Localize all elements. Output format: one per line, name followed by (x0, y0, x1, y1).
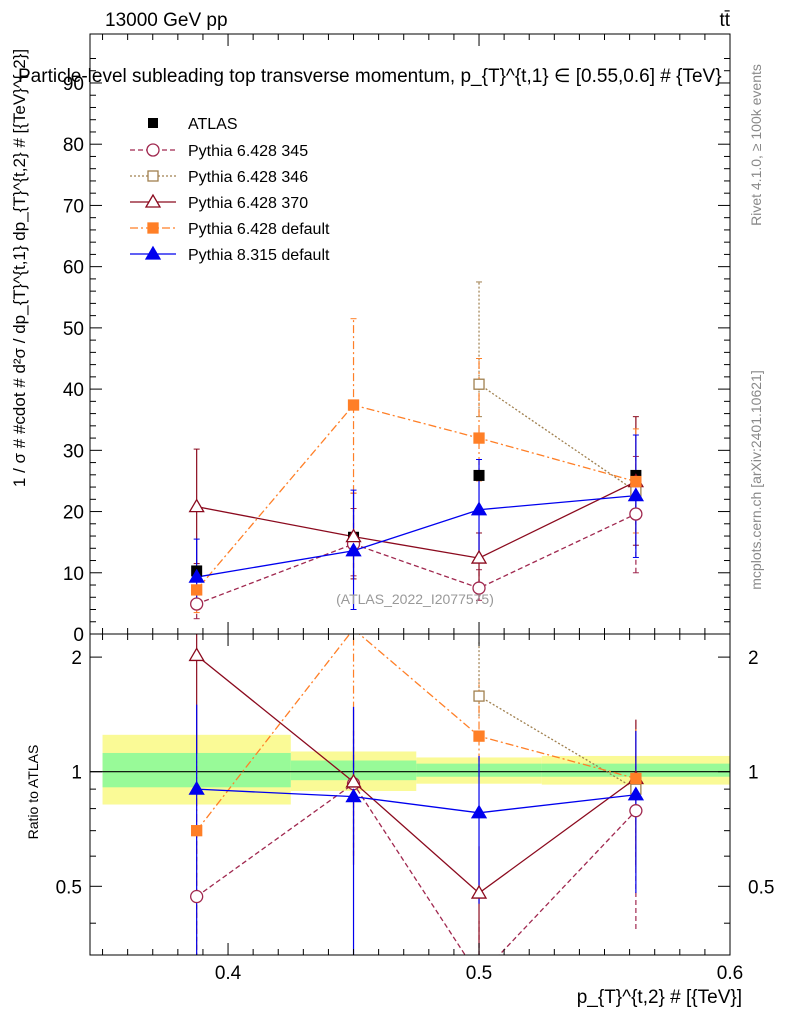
point-p370 (470, 549, 488, 564)
series-atlas (191, 469, 642, 577)
y-tick-label: 70 (63, 196, 84, 217)
x-tick-label: 0.4 (215, 963, 242, 984)
y-tick-label: 90 (63, 74, 84, 95)
series-line-p6def (196, 404, 637, 591)
ratio-point-p370 (345, 773, 362, 788)
process-label: tt̄ (719, 10, 730, 31)
ratio-panel: 0.5 0.5 1 1 2 2 0.4 0.5 0.6 (56, 633, 774, 984)
legend-label-p370: Pythia 6.428 370 (188, 195, 308, 212)
legend-marker-p346 (147, 170, 159, 182)
y-tick-label: 0 (73, 625, 84, 646)
main-panel: 0 10 20 30 40 50 60 70 80 90 (ATLAS_2022_I2077575… (18, 33, 731, 646)
ratio-y-tick-label: 1 (71, 763, 82, 784)
ratio-line-p6def (196, 634, 637, 832)
y-tick-label: 60 (63, 258, 84, 279)
ratio-y-tick-label-right: 1 (748, 763, 759, 784)
series-p8def (193, 434, 639, 611)
point-p6def (630, 475, 642, 488)
y-tick-label: 20 (63, 503, 84, 524)
ratio-series (188, 634, 645, 955)
ratio-point-p8def (345, 788, 362, 803)
ratio-point-p8def (470, 804, 488, 819)
ratio-point-p370 (188, 647, 205, 662)
markers-p346 (473, 378, 642, 497)
y-tick-label: 10 (63, 564, 84, 585)
ratio-point-p8def (627, 786, 645, 801)
ratio-y-tick-label-right: 0.5 (748, 877, 774, 898)
ratio-point-p345 (629, 804, 643, 818)
y-tick-label: 30 (63, 441, 84, 462)
y-tick-label: 40 (63, 380, 84, 401)
point-p6def (473, 432, 485, 444)
point-p346 (473, 378, 485, 390)
series-line-p370 (196, 480, 637, 559)
x-tick-label: 0.5 (466, 963, 492, 984)
legend-marker-p8def (144, 245, 162, 260)
ratio-frame (89, 633, 731, 956)
main-x-ticks (102, 34, 731, 634)
watermark: (ATLAS_2022_I2077575) (336, 591, 494, 607)
legend-marker-atlas (148, 118, 158, 128)
point-p370 (345, 528, 362, 543)
ratio-point-p370 (470, 884, 488, 899)
ratio-y-ticks: 0.5 0.5 1 1 2 2 (56, 648, 774, 924)
legend-label-p6def: Pythia 6.428 default (188, 221, 330, 238)
atlas-point (473, 469, 485, 481)
point-p6def (347, 399, 360, 411)
legend: ATLAS Pythia 6.428 345 Pythia 6.428 346 Pyt… (130, 116, 330, 264)
ratio-x-ticks: 0.4 0.5 0.6 (102, 634, 743, 984)
ratio-y-tick-label: 2 (71, 648, 82, 669)
x-tick-label: 0.6 (717, 963, 743, 984)
point-p345 (629, 507, 643, 521)
series-line-p8def (196, 494, 636, 578)
main-plot-area (188, 281, 645, 620)
ratio-line-p8def (196, 788, 636, 814)
series-line-p346 (478, 383, 637, 492)
ratio-point-p6def (630, 772, 642, 785)
legend-marker-p370 (144, 193, 162, 208)
point-p345 (472, 581, 486, 595)
main-y-ticks: 0 10 20 30 40 50 60 70 80 90 (63, 57, 730, 646)
chart-title: Particle-level subleading top transverse… (18, 66, 722, 87)
point-p8def (188, 568, 205, 583)
series-p6def (193, 318, 639, 614)
legend-marker-p345 (146, 143, 160, 157)
ratio-point-p345 (190, 889, 204, 904)
y-tick-label: 50 (63, 319, 84, 340)
series-p346 (476, 281, 639, 500)
y-tick-label: 80 (63, 135, 84, 156)
ratio-point-p6def (473, 730, 485, 742)
legend-label-p8def: Pythia 8.315 default (188, 247, 330, 264)
rivet-label: Rivet 4.1.0, ≥ 100k events (748, 64, 764, 226)
energy-label: 13000 GeV pp (105, 10, 228, 31)
point-p8def (345, 542, 362, 557)
main-frame (89, 33, 731, 635)
point-p8def (627, 487, 645, 502)
ratio-line-p370 (196, 654, 637, 894)
ratio-point-p8def (188, 780, 205, 795)
ratio-point-p6def (191, 825, 203, 837)
ratio-y-tick-label: 0.5 (56, 877, 82, 898)
ratio-y-tick-label-right: 2 (748, 648, 759, 669)
legend-label-p346: Pythia 6.428 346 (188, 169, 308, 186)
ratio-line-p345 (196, 782, 637, 955)
legend-label-atlas: ATLAS (188, 116, 238, 133)
markers-p6def (191, 399, 642, 596)
ratio-point-p346 (473, 690, 485, 702)
ratio-y-axis-label: Ratio to ATLAS (25, 745, 41, 840)
markers-p8def (188, 487, 645, 583)
legend-marker-p6def (147, 222, 159, 234)
point-p345 (190, 597, 204, 611)
legend-label-p345: Pythia 6.428 345 (188, 143, 308, 160)
source-label: mcplots.cern.ch [arXiv:2401.10621] (748, 370, 764, 589)
point-p6def (191, 584, 203, 596)
main-y-axis-label: 1 / σ # #cdot # d²σ / dp_{T}^{t,1} dp_{T… (10, 49, 29, 487)
series-line-p345 (196, 513, 637, 605)
x-axis-label: p_{T}^{t,2} # [{TeV}] (577, 987, 742, 1008)
ratio-plot-area (90, 634, 730, 955)
point-p370 (188, 498, 205, 513)
point-p8def (470, 501, 488, 516)
